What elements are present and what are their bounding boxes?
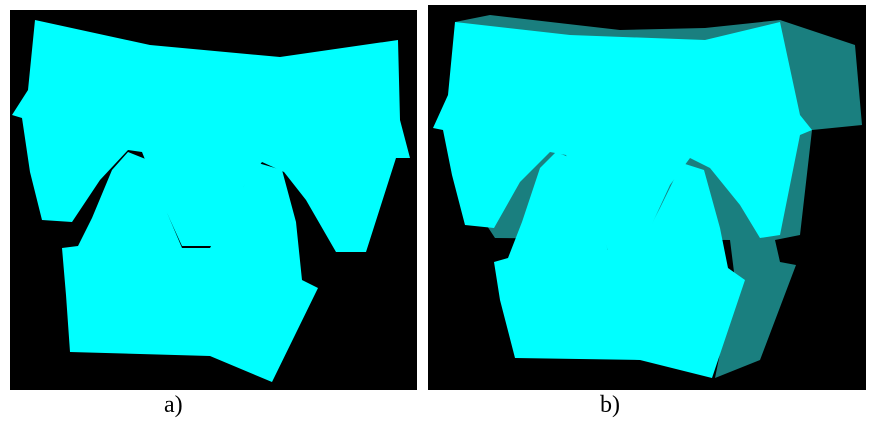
panel-label: a) — [164, 392, 183, 419]
panel-b — [428, 5, 866, 390]
figure-panels — [0, 0, 871, 392]
figure: a) b) — [0, 0, 871, 425]
top-gear — [12, 20, 410, 252]
panel-a — [10, 10, 417, 390]
top-gear — [433, 22, 812, 250]
panel-label: b) — [600, 392, 620, 419]
